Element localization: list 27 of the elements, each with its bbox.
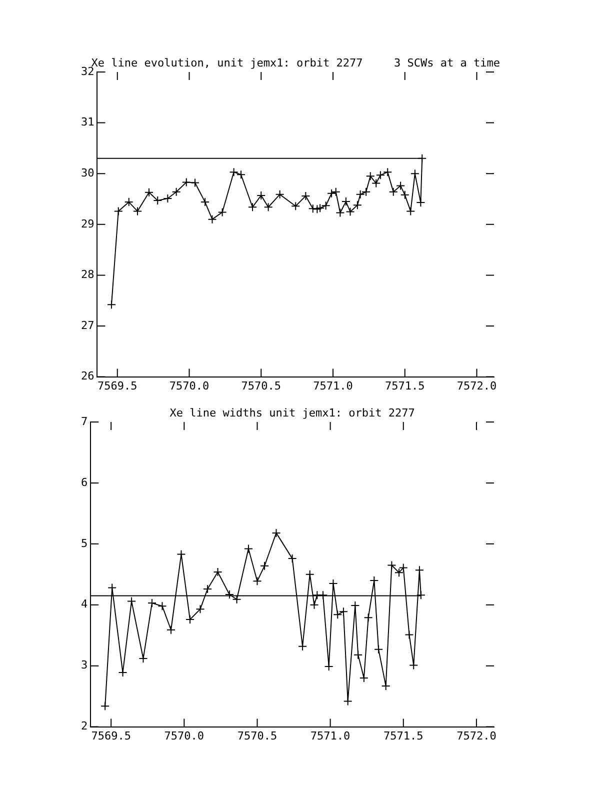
x-tick-label: 7571.5	[384, 729, 424, 742]
chart-subtitle: 3 SCWs at a time	[394, 56, 500, 70]
chart-title: Xe line widths unit jemx1: orbit 2277	[170, 406, 415, 420]
y-tick-label: 3	[81, 658, 88, 672]
y-tick-label: 32	[80, 64, 94, 78]
y-tick-label: 26	[80, 370, 94, 383]
x-tick-label: 7572.0	[456, 729, 496, 742]
x-tick-label: 7572.0	[456, 379, 497, 392]
x-tick-label: 7571.0	[313, 379, 353, 392]
y-tick-label: 6	[81, 476, 88, 489]
y-tick-label: 7	[81, 414, 88, 428]
x-tick-label: 7570.0	[164, 729, 204, 742]
y-tick-label: 31	[80, 116, 94, 129]
x-tick-label: 7570.0	[169, 379, 210, 392]
y-tick-label: 28	[80, 268, 94, 282]
x-tick-label: 7569.5	[91, 729, 131, 742]
x-tick-label: 7570.5	[237, 729, 278, 742]
y-tick-label: 5	[81, 536, 88, 550]
y-tick-label: 30	[80, 166, 94, 180]
x-tick-label: 7570.5	[241, 379, 281, 392]
x-tick-label: 7571.5	[385, 379, 425, 392]
x-tick-label: 7571.0	[310, 729, 350, 742]
y-tick-label: 27	[80, 318, 94, 332]
y-tick-label: 29	[80, 217, 94, 230]
x-tick-label: 7569.5	[97, 379, 138, 392]
y-tick-label: 4	[81, 598, 88, 611]
y-tick-label: 2	[81, 720, 88, 733]
